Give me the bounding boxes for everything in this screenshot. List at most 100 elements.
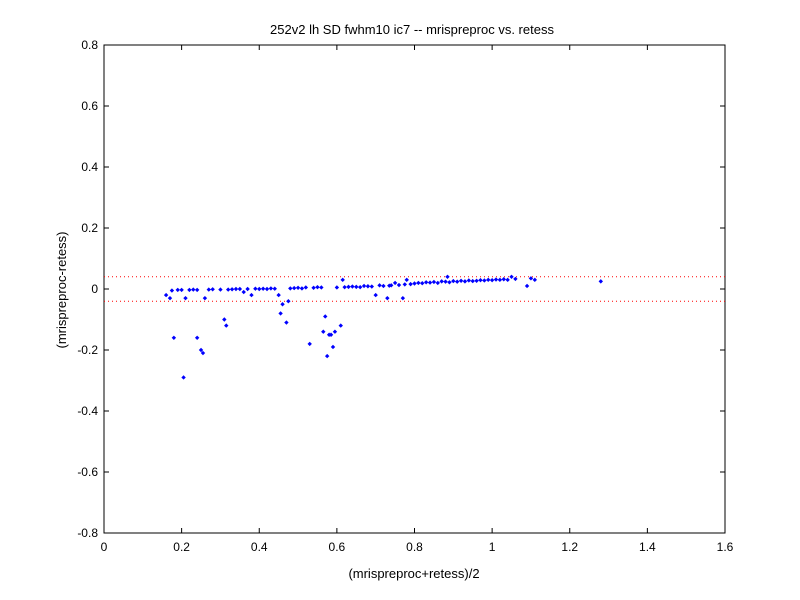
data-point	[451, 278, 456, 284]
x-tick-label: 0	[101, 540, 108, 554]
data-point	[315, 284, 320, 290]
data-point	[280, 302, 285, 307]
data-point	[175, 287, 180, 293]
data-point	[163, 292, 169, 298]
data-point	[365, 284, 371, 289]
data-point	[458, 278, 464, 283]
data-point	[288, 286, 293, 291]
data-point	[167, 295, 173, 301]
y-tick-label: 0	[91, 282, 98, 296]
data-point	[466, 278, 472, 283]
data-point	[181, 375, 186, 380]
x-tick-label: 1.4	[639, 540, 656, 554]
data-point	[482, 278, 487, 283]
data-point	[598, 279, 603, 284]
data-point	[338, 323, 343, 328]
data-point	[291, 285, 297, 291]
data-point	[528, 276, 534, 281]
data-point	[200, 350, 206, 356]
data-point	[493, 277, 499, 282]
data-point	[489, 277, 495, 283]
y-tick-label: 0.2	[81, 221, 98, 235]
x-tick-label: 1.2	[561, 540, 578, 554]
data-point	[323, 314, 328, 319]
data-point	[226, 287, 231, 292]
data-point	[431, 279, 437, 285]
data-point	[357, 284, 363, 290]
y-tick-label: -0.6	[77, 465, 98, 479]
data-point	[179, 287, 184, 293]
chart-title: 252v2 lh SD fwhm10 ic7 -- mrispreproc vs…	[270, 22, 554, 37]
data-point	[412, 281, 417, 286]
data-point	[295, 285, 301, 290]
x-tick-label: 1	[489, 540, 496, 554]
data-point	[268, 286, 274, 291]
data-point	[389, 283, 394, 288]
data-point	[299, 286, 305, 291]
y-tick-label: 0.6	[81, 99, 98, 113]
data-point	[324, 353, 330, 359]
data-point	[334, 285, 340, 290]
data-point	[286, 299, 291, 304]
data-point	[396, 282, 402, 288]
x-tick-label: 0.8	[406, 540, 423, 554]
data-point	[340, 277, 345, 283]
data-point	[404, 277, 409, 283]
data-point	[470, 278, 475, 284]
data-point	[474, 278, 479, 283]
x-tick-label: 0.6	[329, 540, 346, 554]
data-point	[257, 286, 262, 292]
data-point	[307, 341, 312, 347]
data-point	[253, 286, 258, 291]
data-point	[198, 347, 204, 353]
data-point	[361, 283, 367, 289]
data-point	[408, 281, 413, 287]
data-point	[260, 286, 266, 291]
ticks-layer: 0 0.2 0.4 0.6 0.8 1 1.2 1.4 1.6 -0.8 -0.6 -0.4 -0.2 0…	[77, 38, 733, 554]
data-point	[513, 276, 518, 282]
data-point	[311, 285, 316, 290]
data-point	[385, 295, 390, 301]
data-point	[509, 274, 514, 279]
data-point	[454, 279, 460, 284]
y-tick-label: 0.4	[81, 160, 98, 174]
data-point	[373, 292, 378, 298]
data-point	[350, 284, 355, 289]
data-point	[206, 287, 211, 292]
data-point	[524, 283, 530, 289]
data-point	[435, 280, 440, 286]
data-point	[478, 277, 483, 283]
data-point	[369, 284, 375, 289]
y-tick-label: -0.2	[77, 343, 98, 357]
y-tick-label: 0.8	[81, 38, 98, 52]
data-point	[229, 287, 235, 292]
data-point	[445, 274, 450, 279]
data-point	[439, 279, 444, 284]
y-axis-label: (mrispreproc-retess)	[54, 231, 69, 348]
data-point	[303, 285, 309, 290]
data-point	[501, 277, 506, 282]
data-point	[222, 317, 227, 322]
data-point	[400, 295, 406, 301]
x-tick-label: 0.4	[251, 540, 268, 554]
data-point	[416, 280, 421, 286]
data-point	[278, 311, 283, 316]
data-point	[194, 287, 200, 293]
y-tick-label: -0.8	[77, 526, 98, 540]
data-point	[224, 323, 229, 328]
data-point	[169, 288, 175, 293]
data-point	[171, 335, 177, 340]
data-point	[505, 277, 510, 283]
x-tick-label: 0.2	[173, 540, 190, 554]
data-point	[233, 286, 239, 292]
data-point	[210, 287, 215, 292]
data-point	[272, 286, 277, 291]
data-point	[183, 295, 188, 301]
data-point	[276, 292, 281, 298]
x-axis-label: (mrispreproc+retess)/2	[348, 566, 479, 581]
y-tick-label: -0.4	[77, 404, 98, 418]
data-point	[346, 284, 351, 290]
data-point	[377, 283, 382, 288]
data-point	[194, 335, 200, 340]
data-point	[497, 277, 503, 283]
